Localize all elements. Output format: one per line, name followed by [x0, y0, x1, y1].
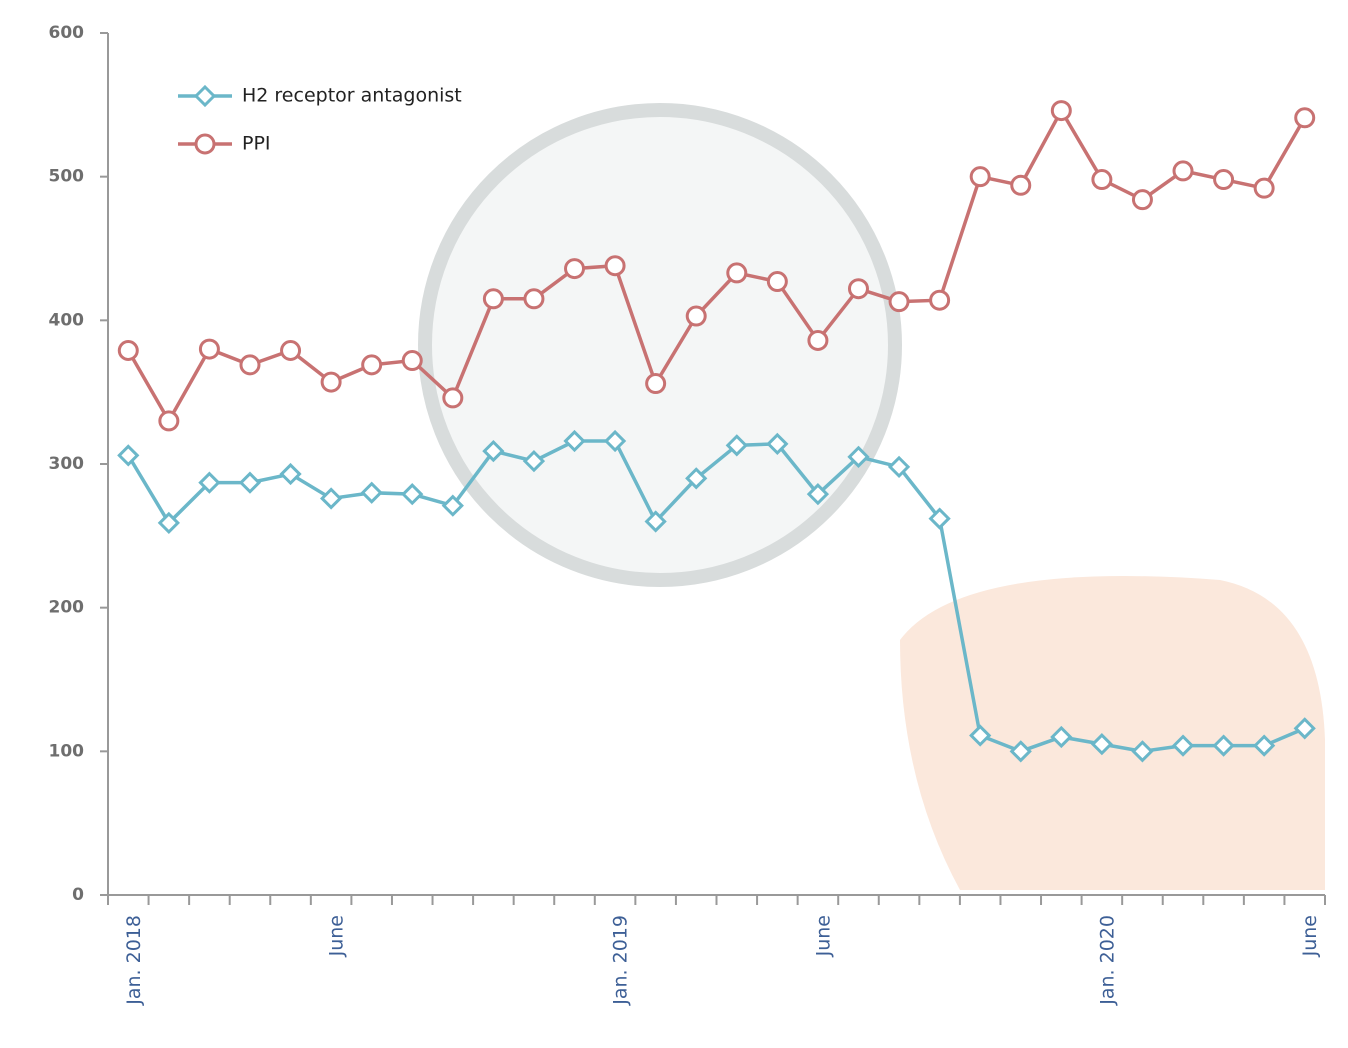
- data-point: [523, 288, 545, 310]
- data-point: [1050, 725, 1073, 749]
- y-tick-label: 400: [49, 310, 85, 330]
- data-point: [969, 724, 992, 747]
- data-point: [1009, 740, 1032, 763]
- data-point: [564, 258, 586, 280]
- data-point: [1172, 160, 1194, 182]
- legend-label: H2 receptor antagonist: [242, 85, 462, 107]
- data-point: [929, 289, 951, 311]
- data-point: [1171, 734, 1195, 757]
- x-tick-label: June: [326, 915, 348, 957]
- data-point: [158, 410, 180, 432]
- data-point: [563, 429, 586, 453]
- data-point: [117, 340, 139, 362]
- data-point: [193, 84, 217, 108]
- data-point: [482, 439, 505, 463]
- data-point: [928, 507, 951, 530]
- data-point: [685, 467, 708, 490]
- legend-label: PPI: [242, 133, 271, 155]
- data-point: [320, 371, 342, 393]
- y-tick-label: 200: [49, 598, 85, 618]
- data-point: [1294, 107, 1316, 129]
- data-point: [238, 471, 262, 494]
- data-point: [482, 288, 504, 310]
- data-point: [1131, 189, 1153, 211]
- data-point: [198, 338, 220, 360]
- data-point: [603, 429, 627, 453]
- data-point: [888, 291, 910, 313]
- y-tick-label: 600: [49, 23, 85, 43]
- data-point: [847, 445, 870, 468]
- data-point: [847, 278, 869, 300]
- data-point: [604, 255, 626, 277]
- data-point: [1212, 734, 1235, 757]
- x-tick-label: June: [812, 915, 834, 957]
- data-point: [887, 455, 911, 478]
- data-point: [766, 271, 788, 293]
- y-tick-label: 100: [49, 741, 85, 761]
- data-point: [1213, 169, 1235, 191]
- data-point: [280, 340, 302, 362]
- x-tick-label: Jan. 2020: [1096, 915, 1118, 1006]
- data-point: [807, 329, 829, 351]
- data-point: [1253, 177, 1275, 199]
- data-point: [1050, 100, 1072, 122]
- data-point: [522, 450, 546, 473]
- data-point: [1131, 740, 1154, 763]
- data-point: [319, 487, 343, 510]
- data-point: [1091, 169, 1113, 191]
- data-point: [198, 471, 221, 494]
- hand-decoration: [900, 576, 1325, 890]
- data-point: [194, 133, 216, 155]
- data-point: [239, 354, 261, 376]
- y-tick-label: 500: [49, 167, 85, 187]
- data-point: [766, 432, 789, 456]
- data-point: [644, 510, 667, 533]
- x-tick-label: Jan. 2018: [123, 915, 145, 1006]
- y-tick-label: 0: [72, 885, 84, 905]
- data-point: [1253, 734, 1276, 757]
- data-point: [806, 483, 830, 506]
- data-point: [685, 305, 707, 327]
- data-point: [117, 444, 140, 467]
- data-point: [1090, 733, 1114, 756]
- data-point: [441, 494, 464, 517]
- data-point: [1293, 717, 1316, 740]
- data-point: [1010, 174, 1032, 196]
- data-point: [401, 350, 423, 372]
- data-point: [279, 462, 302, 486]
- data-point: [361, 354, 383, 376]
- x-tick-label: June: [1299, 915, 1321, 957]
- data-point: [360, 481, 383, 504]
- data-point: [645, 373, 667, 395]
- data-point: [401, 483, 424, 506]
- y-tick-label: 300: [49, 454, 85, 474]
- x-tick-label: Jan. 2019: [610, 915, 632, 1006]
- data-point: [442, 387, 464, 409]
- data-point: [726, 262, 748, 284]
- data-point: [725, 434, 748, 457]
- data-point: [969, 166, 991, 188]
- data-point: [157, 511, 180, 535]
